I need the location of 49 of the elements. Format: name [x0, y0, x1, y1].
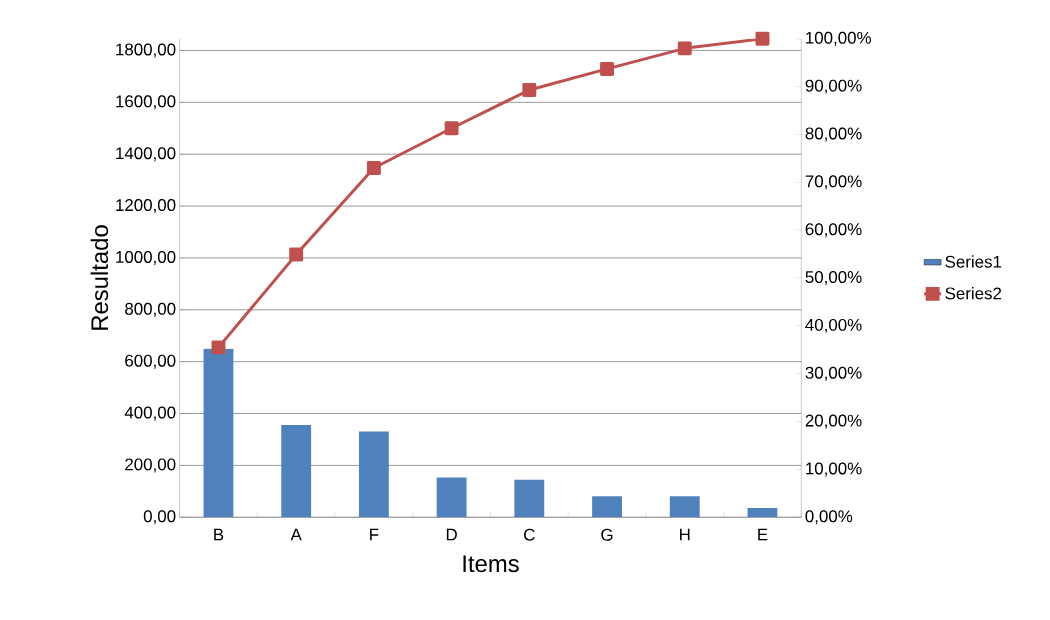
x-tick-label: G: [601, 528, 613, 541]
point: [522, 83, 537, 98]
y-tick-label: 400,00: [124, 406, 176, 421]
bar: [592, 496, 622, 518]
y2-tick-label: 10,00%: [806, 462, 862, 477]
bar: [669, 496, 700, 518]
x-tick-label: A: [290, 528, 302, 541]
x-tick-label: E: [758, 528, 768, 541]
bar: [281, 425, 312, 518]
y-tick-label: 1200,00: [116, 199, 176, 214]
y2-tick-label: 40,00%: [805, 319, 862, 333]
y-tick-label: 0,00: [143, 510, 176, 525]
y-tick-label: 1000,00: [116, 251, 176, 266]
y2-tick-label: 0,00%: [805, 510, 853, 525]
bar: [436, 477, 467, 518]
y2-tick-label: 50,00%: [805, 271, 862, 286]
x-tick-label: C: [524, 528, 535, 541]
y2-tick-label: 70,00%: [805, 175, 862, 190]
y2-tick-label: 100,00%: [806, 31, 871, 46]
point: [600, 62, 614, 77]
legend-label: Series1: [945, 255, 1002, 268]
y2-tick-label: 20,00%: [805, 414, 862, 429]
legend-label: Series2: [945, 287, 1002, 300]
point: [677, 41, 692, 56]
x-tick-label: B: [214, 528, 224, 541]
bar: [514, 479, 545, 518]
y-tick-label: 1400,00: [116, 147, 176, 162]
x-tick-label: H: [680, 528, 690, 541]
y-axis-title: Resultado: [90, 225, 109, 330]
bar: [358, 431, 389, 518]
point: [289, 247, 304, 262]
bar: [203, 348, 234, 518]
bar: [747, 508, 778, 518]
x-tick-label: D: [446, 528, 457, 541]
y2-tick-label: 30,00%: [805, 366, 862, 381]
y-tick-label: 200,00: [125, 458, 176, 473]
y-tick-label: 1800,00: [116, 43, 176, 58]
x-tick-label: F: [370, 528, 379, 541]
y-tick-label: 800,00: [125, 302, 176, 317]
y-tick-label: 600,00: [125, 354, 176, 369]
y-tick-label: 1600,00: [116, 95, 176, 110]
point: [211, 340, 226, 355]
point: [444, 121, 459, 136]
y2-tick-label: 90,00%: [805, 79, 862, 94]
y2-tick-label: 80,00%: [805, 127, 862, 142]
point: [755, 31, 770, 46]
x-axis-title: Items: [463, 555, 519, 573]
y2-tick-label: 60,00%: [805, 223, 862, 238]
point: [366, 161, 381, 176]
